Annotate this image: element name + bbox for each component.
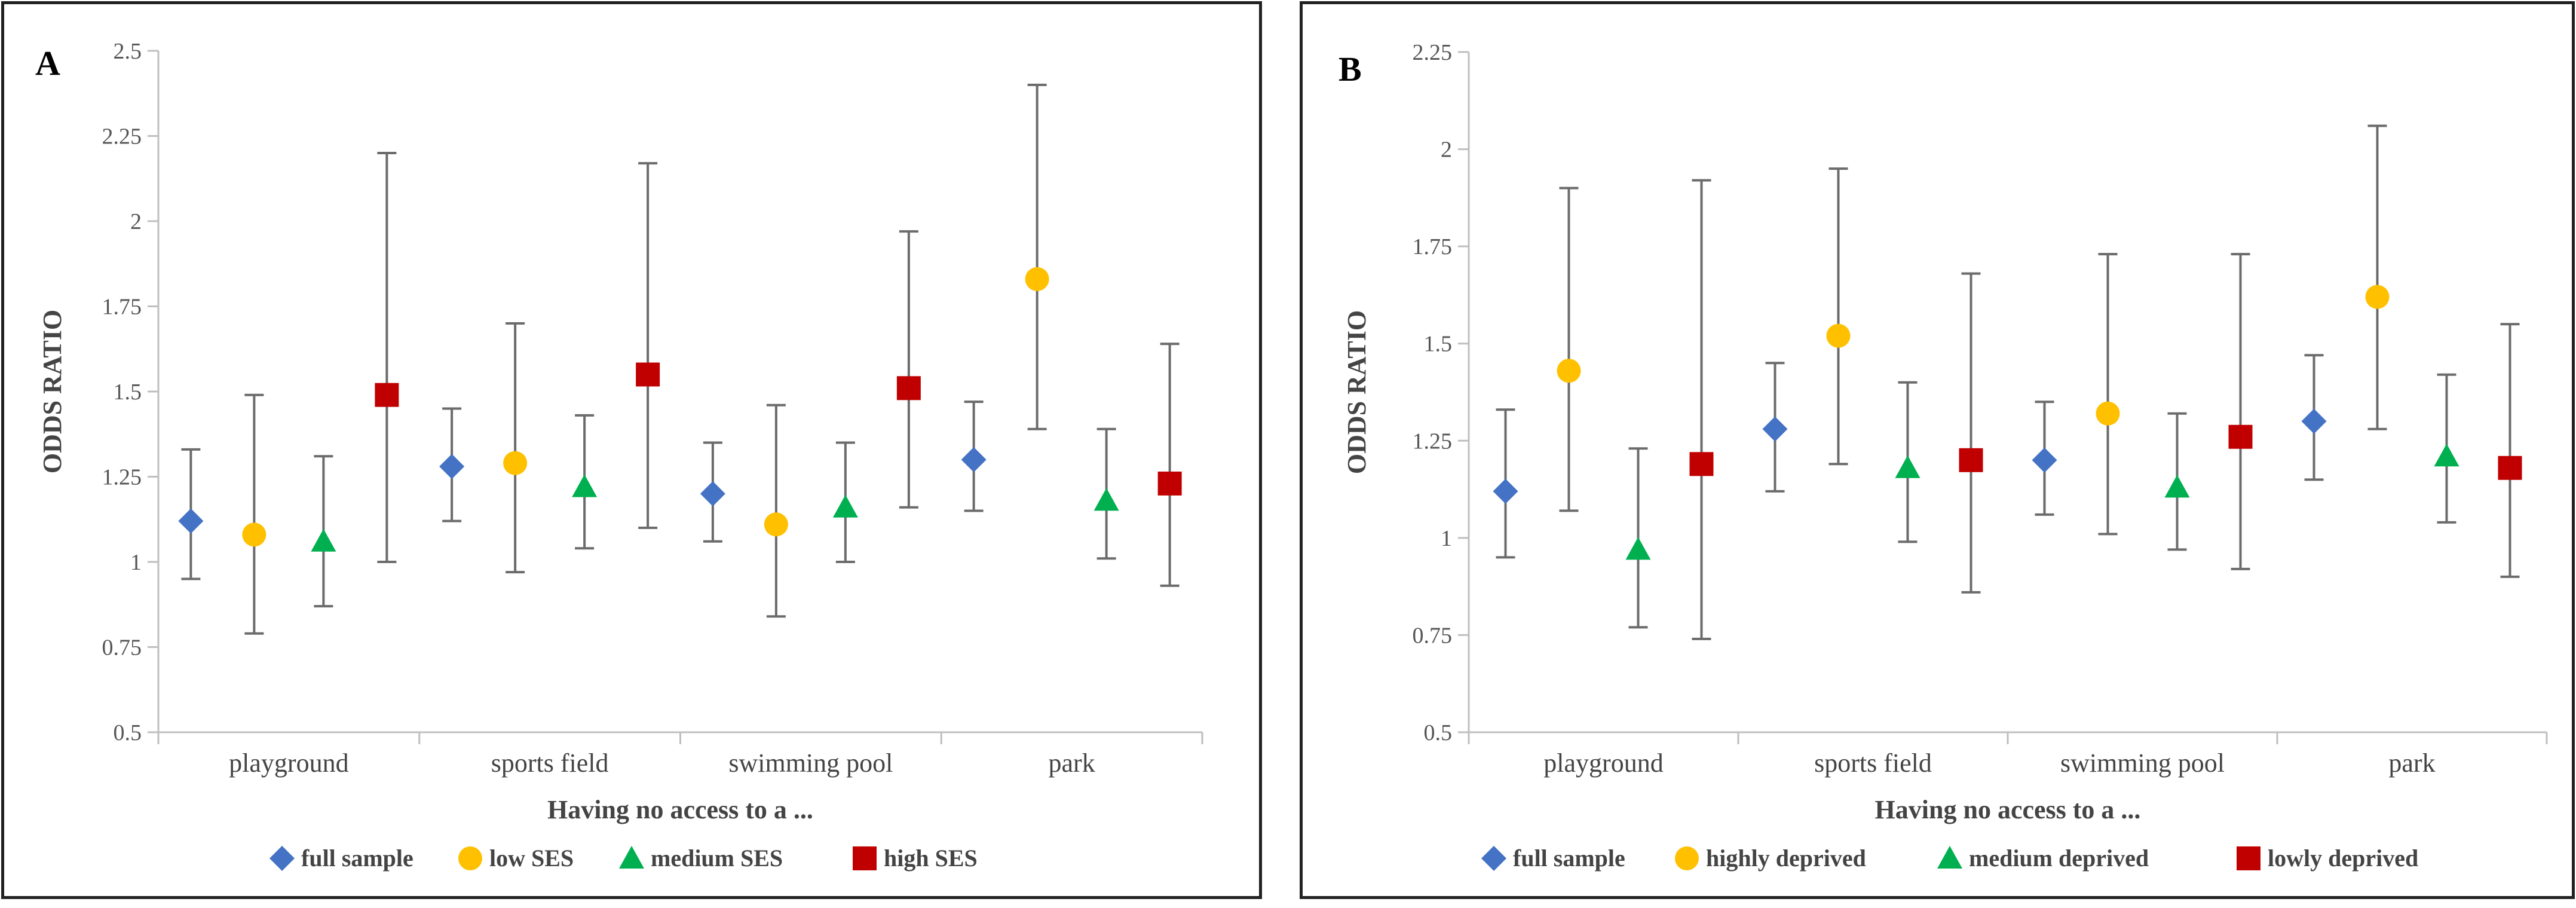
chart-b-point-full-sample-sports-field (1762, 416, 1788, 442)
chart-a-point-low-ses-playground (242, 522, 267, 547)
chart-b-point-highly-deprived-swimming-pool (2096, 401, 2120, 426)
chart-a-point-high-ses-swimming-pool (896, 376, 921, 401)
chart-a-svg: A 0.5 0.75 1 1.25 1.5 1.75 2 2.25 2.5 playground sp… (35, 39, 1203, 872)
chart-b-series-highly-deprived (1557, 124, 2390, 536)
chart-a-point-full-sample-sports-field (439, 454, 465, 479)
chart-b-point-full-sample-park (2301, 408, 2327, 434)
chart-a-y-tick-label: 2.25 (102, 124, 142, 149)
chart-a-legend-marker-high-ses (853, 846, 877, 870)
chart-b-series-full-sample (1493, 354, 2327, 559)
chart-b-x-axis-title: Having no access to a ... (1875, 795, 2141, 824)
chart-a-point-high-ses-park (1157, 471, 1182, 496)
chart-b-point-medium-deprived-sports-field (1895, 455, 1920, 478)
chart-a-y-tick-label: 1.25 (102, 465, 142, 490)
chart-panel-a: A 0.5 0.75 1 1.25 1.5 1.75 2 2.25 2.5 playground sp… (1, 1, 1262, 899)
chart-a-legend-marker-full-sample (269, 846, 295, 871)
chart-a-legend-marker-low-ses (458, 846, 482, 870)
chart-b-legend: full sample highly deprived medium deprive… (1481, 845, 2418, 872)
chart-a-point-high-ses-sports-field (636, 362, 660, 387)
chart-b-series-medium-deprived (1625, 373, 2459, 629)
chart-a-series-low-ses (242, 84, 1049, 635)
chart-b-category-label-swimming-pool: swimming pool (2060, 748, 2225, 778)
chart-b-point-highly-deprived-sports-field (1826, 323, 1851, 348)
chart-b-y-tick-label: 1.5 (1424, 332, 1453, 357)
chart-a-y-tick-label: 1 (130, 550, 142, 575)
chart-b-y-tick-label: 1.25 (1413, 429, 1453, 454)
chart-b-y-tick-label: 2 (1441, 137, 1452, 163)
chart-a-y-tick-label: 0.5 (114, 720, 142, 745)
chart-a-point-medium-ses-swimming-pool (832, 494, 858, 518)
chart-b-y-tick-label: 0.75 (1413, 623, 1453, 648)
chart-a-panel-letter: A (35, 44, 60, 82)
chart-b-category-label-park: park (2388, 748, 2435, 778)
chart-b-category-label-playground: playground (1543, 748, 1663, 778)
chart-a-series-full-sample (178, 401, 987, 580)
chart-a-legend-label-high-ses: high SES (884, 845, 978, 872)
chart-a-point-full-sample-playground (178, 508, 204, 534)
chart-b-y-tick-label: 1.75 (1413, 234, 1453, 259)
chart-panel-b: B 0.5 0.75 1 1.25 1.5 1.75 2 2.25 playground sport… (1300, 1, 2575, 899)
chart-b-category-label-sports-field: sports field (1814, 748, 1932, 778)
chart-b-point-lowly-deprived-swimming-pool (2228, 424, 2253, 449)
chart-a-point-full-sample-swimming-pool (700, 481, 725, 506)
chart-a-legend-label-low-ses: low SES (489, 845, 574, 872)
chart-a-category-label-sports-field: sports field (491, 748, 609, 778)
chart-a-legend-label-full-sample: full sample (301, 845, 413, 872)
chart-b-point-lowly-deprived-sports-field (1959, 448, 1983, 472)
chart-b-svg: B 0.5 0.75 1 1.25 1.5 1.75 2 2.25 playground sport… (1338, 40, 2548, 872)
chart-a-point-medium-ses-sports-field (572, 474, 598, 497)
chart-b-y-tick-label: 1 (1441, 526, 1452, 551)
chart-b-legend-label-highly-deprived: highly deprived (1706, 845, 1866, 872)
chart-a-category-label-swimming-pool: swimming pool (728, 748, 893, 778)
chart-a-point-medium-ses-park (1094, 488, 1119, 511)
chart-a-point-full-sample-park (961, 447, 987, 472)
chart-a-point-high-ses-playground (375, 383, 399, 407)
chart-b-legend-label-medium-deprived: medium deprived (1969, 845, 2149, 872)
chart-b-point-medium-deprived-swimming-pool (2164, 475, 2190, 498)
chart-a-y-tick-label: 2 (130, 209, 142, 234)
chart-b-y-tick-label: 2.25 (1413, 40, 1453, 65)
chart-a-point-low-ses-swimming-pool (764, 512, 788, 537)
chart-a-y-tick-label: 1.5 (114, 380, 142, 405)
chart-b-point-lowly-deprived-park (2498, 455, 2522, 480)
chart-a-point-low-ses-sports-field (503, 451, 528, 475)
chart-b-legend-marker-medium-deprived (1937, 846, 1962, 869)
chart-a-x-axis-title: Having no access to a ... (547, 795, 813, 824)
chart-b-point-medium-deprived-park (2434, 444, 2459, 467)
chart-a-y-axis-title: ODDS RATIO (38, 310, 67, 473)
chart-b-legend-label-full-sample: full sample (1513, 845, 1625, 872)
chart-a-series-high-ses (375, 152, 1182, 587)
chart-b-point-full-sample-playground (1493, 478, 1518, 504)
chart-a-y-tick-label: 2.5 (114, 39, 142, 64)
chart-b-panel-letter: B (1338, 50, 1362, 88)
chart-a-legend-label-medium-ses: medium SES (651, 845, 783, 872)
chart-b-legend-marker-highly-deprived (1675, 846, 1699, 870)
chart-a-category-label-playground: playground (229, 748, 348, 778)
chart-a-legend-marker-medium-ses (619, 846, 644, 869)
chart-a-legend: full sample low SES medium SES high SES (269, 845, 978, 872)
chart-b-point-highly-deprived-playground (1557, 359, 1581, 383)
chart-b-y-axis-title: ODDS RATIO (1342, 310, 1371, 474)
chart-a-y-tick-label: 0.75 (102, 635, 142, 661)
chart-b-legend-marker-full-sample (1481, 846, 1506, 871)
chart-a-point-low-ses-park (1025, 267, 1049, 291)
chart-b-point-lowly-deprived-playground (1689, 452, 1714, 476)
chart-b-point-highly-deprived-park (2365, 285, 2390, 309)
chart-b-point-medium-deprived-playground (1625, 537, 1651, 560)
chart-b-point-full-sample-swimming-pool (2032, 447, 2057, 473)
chart-a-series-medium-ses (311, 414, 1119, 608)
chart-b-legend-label-lowly-deprived: lowly deprived (2268, 845, 2418, 872)
chart-a-y-tick-label: 1.75 (102, 295, 142, 320)
chart-b-y-tick-label: 0.5 (1424, 720, 1453, 745)
chart-a-point-medium-ses-playground (311, 528, 336, 552)
chart-b-series-lowly-deprived (1689, 179, 2522, 640)
chart-b-legend-marker-lowly-deprived (2237, 846, 2260, 870)
chart-a-category-label-park: park (1049, 748, 1095, 778)
